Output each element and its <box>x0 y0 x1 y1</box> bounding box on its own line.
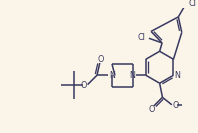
Text: O: O <box>81 81 87 90</box>
Text: O: O <box>172 101 179 110</box>
Text: Cl: Cl <box>137 33 145 42</box>
Text: O: O <box>98 55 104 64</box>
Text: N: N <box>109 71 115 80</box>
Text: O: O <box>149 105 155 114</box>
Text: N: N <box>174 71 180 80</box>
Text: N: N <box>130 71 136 80</box>
Text: Cl: Cl <box>188 0 196 8</box>
